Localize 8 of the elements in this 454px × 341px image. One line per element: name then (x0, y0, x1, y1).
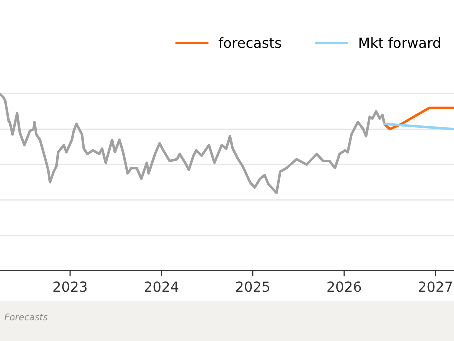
x-tick-label: 2023 (54, 282, 87, 292)
text: Forecasts (4, 314, 48, 321)
legend-label: Mkt forward (360, 38, 440, 48)
x-tick-label: 2026 (328, 282, 362, 292)
x-tick-label: 2027 (419, 282, 452, 292)
legend-label: forecasts (218, 38, 282, 48)
x-tick-label: 2024 (145, 282, 179, 292)
x-tick-label: 2025 (236, 282, 270, 292)
